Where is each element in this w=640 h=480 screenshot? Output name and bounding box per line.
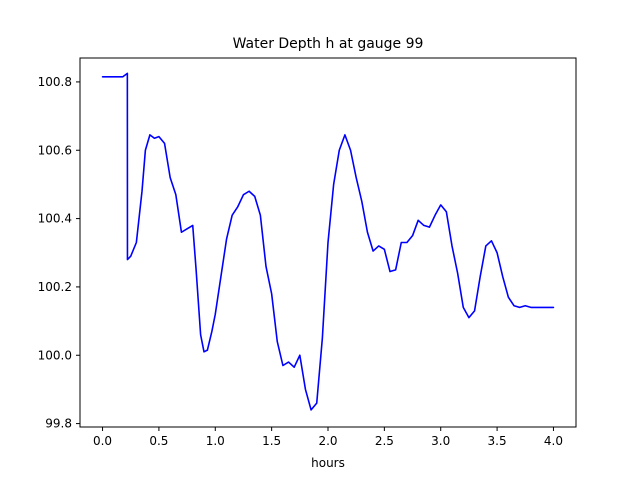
axes-frame: [79, 57, 577, 428]
chart-title: Water Depth h at gauge 99: [233, 36, 424, 52]
y-axis: 99.8 100.0 100.2 100.4 100.6 100.8: [38, 75, 80, 431]
y-tick-label: 100.6: [38, 143, 72, 157]
x-tick-label: 3.0: [431, 434, 450, 448]
y-tick-label: 99.8: [45, 417, 72, 431]
y-tick-label: 100.2: [38, 280, 72, 294]
x-tick-label: 0.0: [93, 434, 112, 448]
y-tick-label: 100.0: [38, 348, 72, 362]
x-tick-label: 1.0: [206, 434, 225, 448]
x-tick-label: 2.5: [375, 434, 394, 448]
y-tick-label: 100.8: [38, 75, 72, 89]
x-axis: 0.0 0.5 1.0 1.5 2.0 2.5 3.0 3.5 4.0: [93, 427, 563, 448]
x-axis-label: hours: [311, 456, 345, 470]
x-tick-label: 0.5: [149, 434, 168, 448]
y-tick-label: 100.4: [38, 212, 72, 226]
series-line: [101, 72, 555, 411]
plot-area: [101, 72, 555, 411]
x-tick-label: 2.0: [318, 434, 337, 448]
x-tick-label: 3.5: [488, 434, 507, 448]
x-tick-label: 4.0: [544, 434, 563, 448]
x-tick-label: 1.5: [262, 434, 281, 448]
